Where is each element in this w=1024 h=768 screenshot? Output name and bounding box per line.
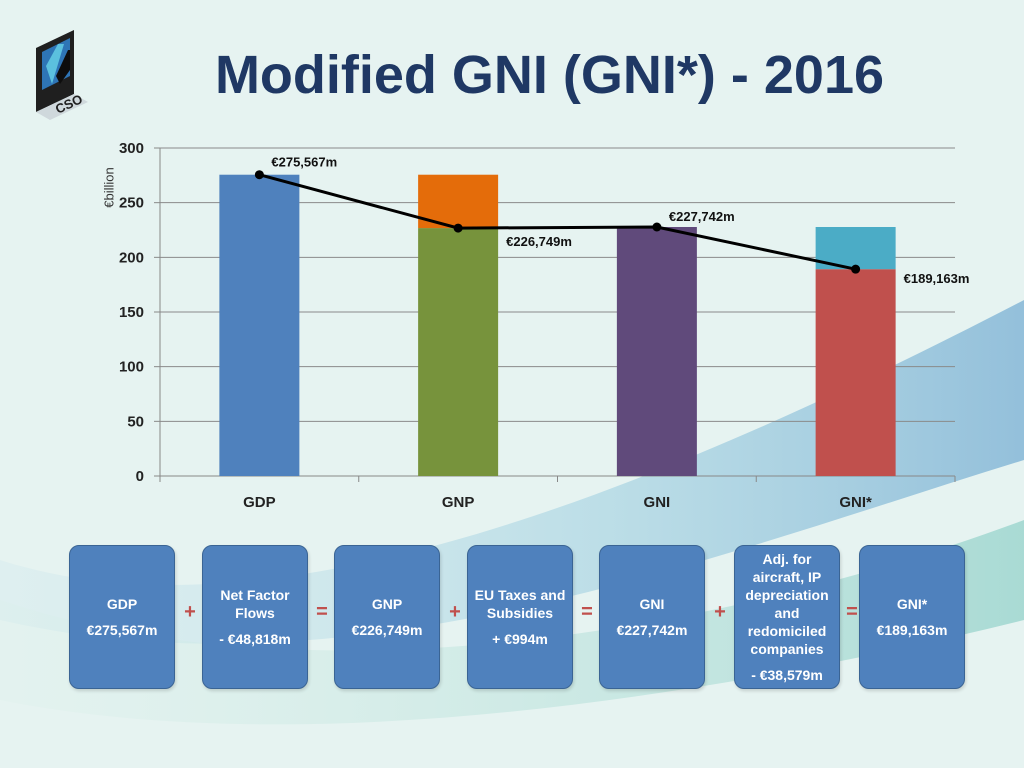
bridge-box-gni-star: GNI* €189,163m bbox=[859, 545, 965, 689]
operator-plus: + bbox=[714, 601, 726, 623]
bridge-box-value: + €994m bbox=[492, 631, 548, 647]
bar-segment bbox=[418, 174, 499, 229]
bridge-box-gnp: GNP €226,749m bbox=[334, 545, 440, 689]
bridge-box-label: GNI bbox=[639, 596, 665, 612]
y-tick-label: 0 bbox=[136, 468, 144, 485]
data-label: €226,749m bbox=[506, 234, 572, 249]
bridge-box-gni: GNI €227,742m bbox=[599, 545, 705, 689]
line-point bbox=[254, 170, 264, 180]
bridge-box-label: EU Taxes and Subsidies bbox=[474, 587, 566, 621]
y-tick-label: 300 bbox=[119, 140, 144, 157]
operator-plus: + bbox=[449, 601, 461, 623]
bar-segment bbox=[418, 228, 499, 476]
bridge-box-label: GNP bbox=[371, 596, 403, 612]
bridge-box-value: €227,742m bbox=[616, 622, 688, 638]
cso-logo: CSO bbox=[36, 30, 88, 120]
bar-segment bbox=[815, 269, 896, 476]
x-tick-label: GNI* bbox=[839, 494, 872, 511]
y-tick-label: 150 bbox=[119, 304, 144, 321]
gni-chart: 0 50 100 150 200 250 300 GDP GNP GNI GNI* €275,567m… bbox=[119, 140, 970, 511]
line-point bbox=[851, 264, 861, 274]
y-tick-label: 250 bbox=[119, 195, 144, 212]
bridge-box-eu-taxes: EU Taxes and Subsidies + €994m bbox=[467, 545, 573, 689]
bridge-box-label: Net Factor Flows bbox=[220, 587, 290, 621]
x-tick-label: GNI bbox=[644, 494, 671, 511]
bridge-box-net-factor-flows: Net Factor Flows - €48,818m bbox=[202, 545, 308, 689]
bar-segment bbox=[219, 174, 300, 476]
operator-equals: = bbox=[846, 601, 858, 623]
line-point bbox=[652, 222, 662, 232]
data-label: €227,742m bbox=[669, 209, 735, 224]
operator-plus: + bbox=[184, 601, 196, 623]
bridge-box-label: GNI* bbox=[896, 596, 928, 612]
operator-equals: = bbox=[581, 601, 593, 623]
bar-segment bbox=[616, 227, 697, 476]
data-label: €275,567m bbox=[271, 155, 337, 170]
bridge-box-gdp: GDP €275,567m bbox=[69, 545, 175, 689]
x-tick-label: GNP bbox=[442, 494, 475, 511]
bridge-box-label: GDP bbox=[106, 596, 138, 612]
bridge-box-value: €275,567m bbox=[86, 622, 158, 638]
operator-equals: = bbox=[316, 601, 328, 623]
bridge-box-value: - €38,579m bbox=[751, 667, 823, 683]
bridge-box-label: Adj. for aircraft, IP depreciation and r… bbox=[745, 551, 829, 657]
y-axis-label: €billion bbox=[101, 167, 117, 208]
trend-line bbox=[258, 173, 856, 271]
page-title: Modified GNI (GNI*) - 2016 bbox=[214, 45, 885, 105]
data-label: €189,163m bbox=[904, 271, 970, 286]
x-tick-label: GDP bbox=[243, 494, 276, 511]
line-point bbox=[453, 223, 463, 233]
y-tick-label: 100 bbox=[119, 359, 144, 376]
bridge-box-adjustments: Adj. for aircraft, IP depreciation and r… bbox=[734, 545, 840, 689]
y-tick-label: 50 bbox=[127, 413, 144, 430]
bridge-box-value: €189,163m bbox=[876, 622, 948, 638]
bridge-box-value: - €48,818m bbox=[219, 631, 291, 647]
bridge-box-value: €226,749m bbox=[351, 622, 423, 638]
y-tick-label: 200 bbox=[119, 249, 144, 266]
